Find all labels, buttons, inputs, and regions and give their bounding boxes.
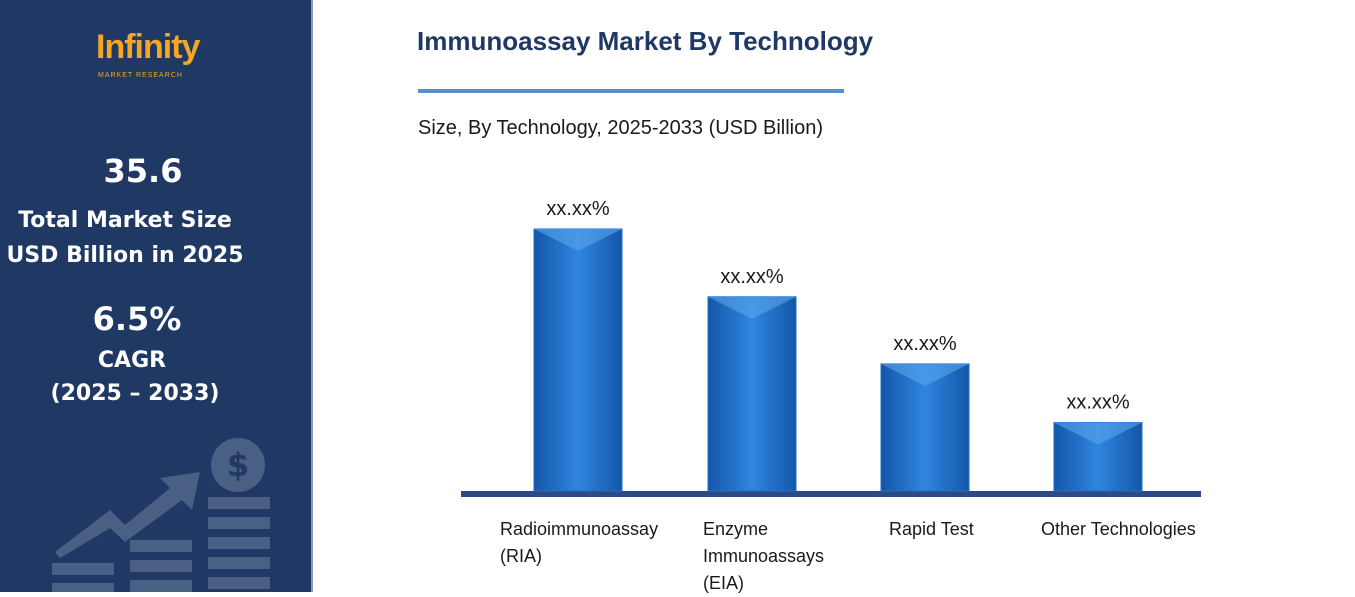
x-tick-label: Other Technologies: [1041, 519, 1196, 539]
svg-text:$: $: [227, 446, 249, 484]
coin-icon: [211, 438, 265, 492]
cagr-label: CAGR: [97, 348, 167, 373]
bar: [533, 228, 623, 492]
chart: xx.xx% xx.xx% xx.xx% xx.xx%: [461, 198, 1201, 497]
cagr-period: (2025 – 2033): [50, 381, 220, 406]
chart-subtitle: Size, By Technology, 2025-2033 (USD Bill…: [418, 117, 824, 139]
market-size-label: Total Market Size: [18, 208, 232, 233]
chart-title: Immunoassay Market By Technology: [417, 26, 874, 56]
bar-bevel: [881, 363, 969, 386]
decoration: $: [52, 438, 270, 592]
sidebar: Infinity MARKET RESEARCH 35.6 Total Mark…: [0, 0, 313, 592]
brand-subtitle: MARKET RESEARCH: [98, 72, 183, 79]
cagr-value: 6.5%: [92, 300, 182, 338]
chart-panel: Immunoassay Market By Technology Size, B…: [313, 0, 1355, 593]
brand-logo: Infinity: [96, 28, 200, 66]
bar-bevel: [708, 296, 796, 319]
bar: [707, 296, 797, 492]
x-tick-label: Rapid Test: [889, 519, 974, 539]
market-size-unit: USD Billion in 2025: [6, 243, 244, 268]
x-tick-label: Enzyme Immunoassays (EIA): [703, 519, 825, 593]
bar-bevel: [534, 229, 622, 251]
title-rule: [418, 89, 844, 93]
market-size-value: 35.6: [103, 152, 183, 190]
arrow-icon: [55, 472, 200, 558]
x-tick-label: Radioimmunoassay (RIA): [500, 519, 659, 566]
bar-bevel: [1054, 422, 1142, 445]
value-label: xx.xx%: [720, 266, 784, 288]
value-label: xx.xx%: [893, 333, 957, 355]
value-label: xx.xx%: [1066, 392, 1130, 414]
value-label: xx.xx%: [546, 198, 610, 220]
